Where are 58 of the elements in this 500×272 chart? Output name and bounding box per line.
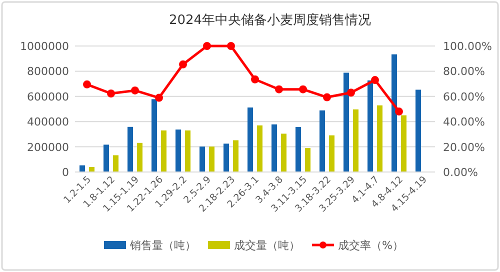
point	[155, 94, 163, 102]
bar	[353, 109, 358, 172]
legend-label: 成交量（吨）	[234, 239, 300, 252]
bar	[161, 130, 166, 172]
y-tick-label: 800000	[27, 65, 69, 78]
bar	[329, 135, 334, 172]
bar	[377, 105, 382, 172]
point	[203, 42, 211, 50]
point	[347, 88, 355, 97]
bar	[305, 148, 310, 172]
y2-tick-label: 40.00%	[443, 116, 485, 129]
point	[275, 85, 283, 94]
y-tick-label: 0	[62, 166, 69, 179]
bar	[233, 140, 238, 172]
point	[251, 75, 259, 84]
bar	[200, 146, 205, 172]
y2-tick-label: 20.00%	[443, 140, 485, 154]
y-tick-label: 400000	[27, 116, 69, 129]
bar	[224, 144, 229, 172]
y2-tick-label: 60.00%	[443, 90, 485, 104]
bar	[176, 130, 181, 172]
bar	[128, 126, 133, 172]
y2-tick-label: 0.00%	[443, 166, 478, 179]
bar	[368, 80, 373, 172]
bar	[152, 99, 157, 172]
bar	[344, 72, 349, 172]
bar	[320, 110, 325, 172]
bar	[248, 107, 253, 172]
point	[299, 85, 307, 94]
legend-label: 销售量（吨）	[129, 239, 196, 252]
point	[227, 42, 235, 50]
chart-title: 2024年中央储备小麦周度销售情况	[168, 12, 372, 28]
point	[323, 93, 331, 102]
bar	[281, 134, 286, 172]
bar	[296, 127, 301, 172]
y-tick-label: 600000	[27, 90, 69, 104]
bar	[137, 142, 142, 172]
point	[131, 86, 139, 94]
bar	[80, 165, 85, 172]
point	[395, 108, 403, 116]
bar	[416, 90, 421, 172]
bar	[272, 124, 277, 172]
bar	[113, 155, 118, 172]
bar	[104, 144, 109, 172]
bar	[185, 130, 190, 172]
legend-label: 成交率（%）	[338, 239, 404, 252]
point	[83, 80, 91, 88]
y2-tick-label: 100.00%	[443, 40, 492, 53]
y-tick-label: 1000000	[20, 40, 69, 53]
bar	[209, 146, 214, 172]
point	[107, 90, 115, 98]
bar	[401, 115, 406, 172]
bar	[257, 125, 262, 172]
point	[371, 76, 379, 84]
y-tick-label: 200000	[27, 140, 69, 154]
bar	[392, 54, 397, 172]
point	[179, 60, 187, 68]
y2-tick-label: 80.00%	[443, 65, 485, 78]
